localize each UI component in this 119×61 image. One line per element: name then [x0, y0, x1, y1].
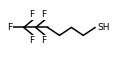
Text: F: F: [41, 10, 46, 19]
Text: F: F: [29, 10, 34, 19]
Text: F: F: [29, 36, 34, 45]
Text: SH: SH: [97, 23, 109, 32]
Text: F: F: [7, 23, 13, 32]
Text: F: F: [41, 36, 46, 45]
